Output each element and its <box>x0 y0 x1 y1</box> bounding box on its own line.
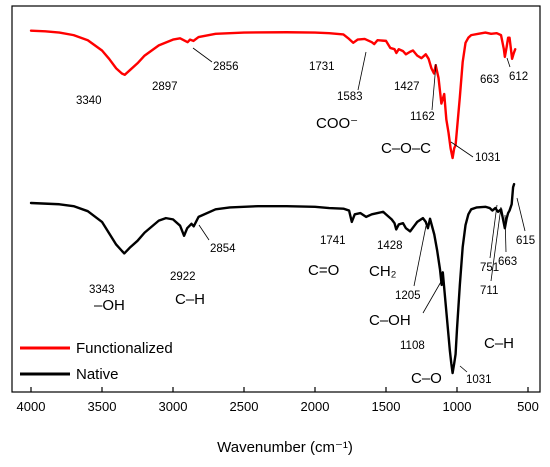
peak-label-black-663: 663 <box>498 256 517 268</box>
x-tick-label-1000: 1000 <box>443 399 472 414</box>
functionalized-spectrum <box>29 29 517 160</box>
peak-label-black-1205: 1205 <box>395 290 421 302</box>
peak-label-black-1031: 1031 <box>466 374 492 386</box>
x-tick-label-1500: 1500 <box>372 399 401 414</box>
x-tick-label-3500: 3500 <box>88 399 117 414</box>
leader-lines <box>192 47 526 373</box>
legend: Functionalized Native <box>20 340 173 383</box>
x-tick-label-2000: 2000 <box>301 399 330 414</box>
group-label-c-oh: C–OH <box>369 312 411 329</box>
peak-label-black-2854: 2854 <box>210 243 236 255</box>
legend-label-native: Native <box>76 366 119 383</box>
group-label-c-double-o: C=O <box>308 262 339 279</box>
group-label-ch2: CH₂ <box>369 263 397 280</box>
peak-label-red-663: 663 <box>480 74 499 86</box>
plot-frame <box>11 5 541 393</box>
peak-label-red-1583: 1583 <box>337 91 363 103</box>
peak-label-red-2897: 2897 <box>152 81 178 93</box>
x-tick-label-500: 500 <box>517 399 539 414</box>
native-spectrum <box>29 182 516 375</box>
peak-label-black-1741: 1741 <box>320 235 346 247</box>
legend-label-functionalized: Functionalized <box>76 340 173 357</box>
peak-label-black-711: 711 <box>480 285 498 297</box>
peak-label-black-751: 751 <box>480 262 499 274</box>
x-axis-ticks <box>30 387 529 392</box>
x-axis-title: Wavenumber (cm⁻¹) <box>217 439 353 456</box>
peak-label-red-1162: 1162 <box>410 111 435 123</box>
x-axis-tick-labels: 4000 3500 3000 2500 2000 1500 1000 500 <box>17 399 539 414</box>
x-tick-label-4000: 4000 <box>17 399 46 414</box>
peak-label-black-1108: 1108 <box>400 340 425 352</box>
peak-label-black-615: 615 <box>516 235 535 247</box>
group-label-coc: C–O–C <box>381 140 431 157</box>
peak-label-black-2922: 2922 <box>170 271 196 283</box>
peak-label-red-2856: 2856 <box>213 61 239 73</box>
peak-label-red-1731: 1731 <box>309 61 335 73</box>
group-label-c-o: C–O <box>411 370 442 387</box>
x-tick-label-2500: 2500 <box>230 399 259 414</box>
group-label-coo: COO⁻ <box>316 115 358 132</box>
peak-label-red-3340: 3340 <box>76 95 102 107</box>
peak-label-black-1428: 1428 <box>377 240 403 252</box>
group-label-ch-native: C–H <box>175 291 205 308</box>
x-tick-label-3000: 3000 <box>159 399 188 414</box>
peak-label-red-1031: 1031 <box>475 152 501 164</box>
group-label-oh: –OH <box>94 297 125 314</box>
group-label-ch-fingerprint: C–H <box>484 335 514 352</box>
peak-label-red-1427: 1427 <box>394 81 420 93</box>
peak-label-red-612: 612 <box>509 71 528 83</box>
peak-label-black-3343: 3343 <box>89 284 115 296</box>
